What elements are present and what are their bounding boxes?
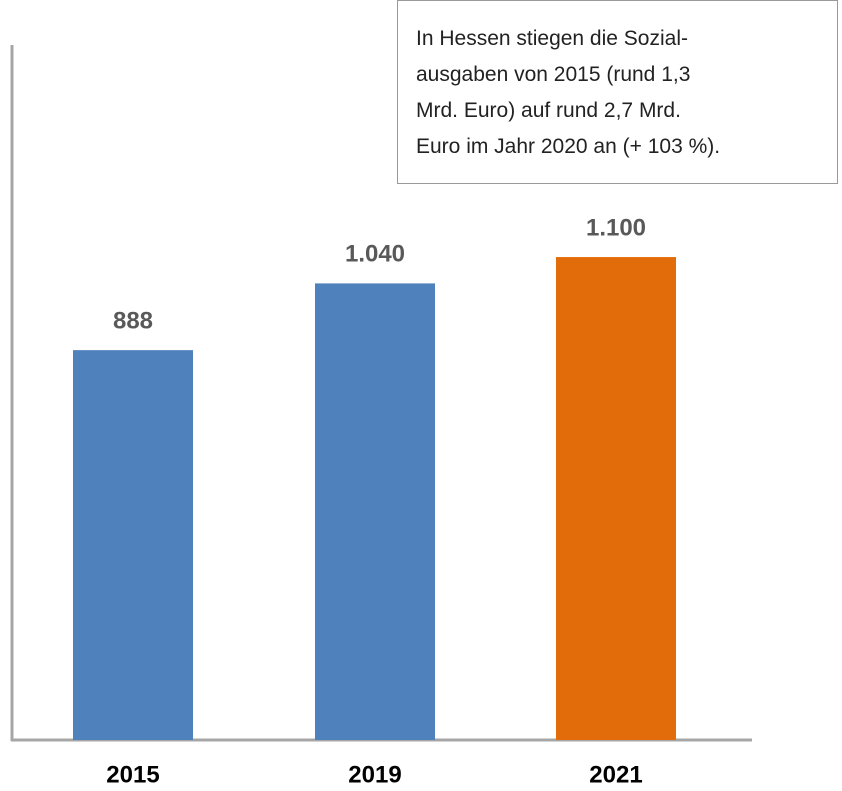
bar (73, 350, 193, 740)
annotation-line: ausgaben von 2015 (rund 1,3 (416, 63, 690, 86)
annotation-line: Euro im Jahr 2020 an (+ 103 %). (416, 135, 720, 158)
data-label: 1.100 (586, 214, 646, 241)
x-tick-label: 2019 (348, 761, 401, 788)
annotation-line: In Hessen stiegen die Sozial- (416, 27, 688, 50)
annotation-line: Mrd. Euro) auf rund 2,7 Mrd. (416, 99, 681, 122)
x-tick-label: 2021 (589, 761, 642, 788)
bar (315, 283, 435, 740)
annotation-box (397, 0, 838, 184)
data-label: 1.040 (345, 241, 405, 268)
data-label: 888 (113, 307, 153, 334)
x-tick-label: 2015 (106, 761, 159, 788)
bar (556, 257, 676, 740)
